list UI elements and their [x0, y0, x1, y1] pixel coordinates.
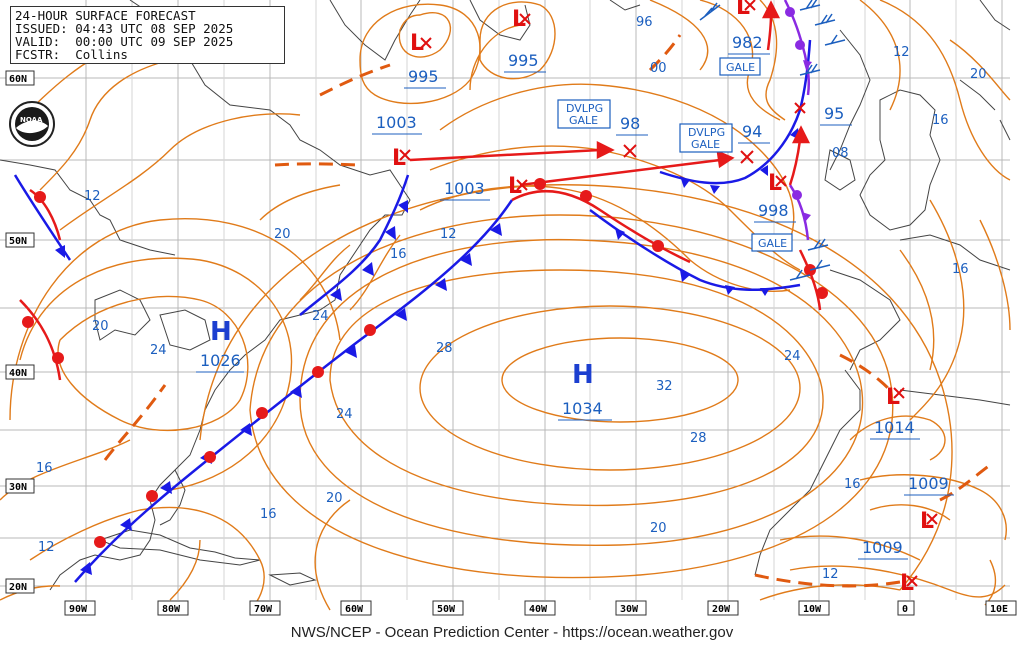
svg-text:24: 24 — [784, 349, 801, 364]
svg-text:20W: 20W — [712, 604, 731, 615]
svg-text:L: L — [900, 571, 914, 596]
svg-text:90W: 90W — [69, 604, 88, 615]
svg-text:0: 0 — [902, 604, 908, 615]
svg-text:28: 28 — [690, 431, 707, 446]
svg-text:L: L — [920, 509, 934, 534]
low-pressure-1003b: 1003 — [444, 179, 485, 198]
warning-3-label: GALE — [726, 61, 755, 74]
noaa-logo-text: NOAA — [20, 116, 43, 124]
thickness-labels: 96 00 12 20 16 08 12 16 20 24 24 28 32 2… — [36, 15, 987, 582]
svg-text:20: 20 — [970, 67, 987, 82]
latitude-labels: 60N 50N 40N 30N 20N — [5, 70, 35, 594]
svg-text:30N: 30N — [9, 482, 27, 493]
svg-text:20N: 20N — [9, 582, 27, 593]
isobars — [0, 0, 1011, 611]
low-pressure-95: 95 — [824, 104, 844, 123]
svg-text:12: 12 — [38, 540, 55, 555]
forecast-title: 24-HOUR SURFACE FORECAST — [15, 8, 196, 23]
warning-4-label: GALE — [758, 237, 787, 250]
svg-text:12: 12 — [822, 567, 839, 582]
svg-text:96: 96 — [636, 15, 653, 30]
svg-text:L: L — [768, 171, 782, 196]
low-pressure-982: 982 — [732, 33, 763, 52]
forecast-header: 24-HOUR SURFACE FORECAST ISSUED: 04:43 U… — [10, 6, 285, 64]
svg-text:12: 12 — [440, 227, 457, 242]
svg-text:L: L — [410, 31, 424, 56]
low-pressure-995b: 995 — [508, 51, 539, 70]
low-pressure-1003a: 1003 — [376, 113, 417, 132]
svg-text:24: 24 — [312, 309, 329, 324]
low-pressure-998: 998 — [758, 201, 789, 220]
low-pressure-1009a: 1009 — [908, 474, 949, 493]
high-2-pressure: 1034 — [562, 399, 603, 418]
low-pressure-1009b: 1009 — [862, 538, 903, 557]
low-pressure-98: 98 — [620, 114, 640, 133]
longitude-labels: 90W 80W 70W 60W 50W 40W 30W 20W 10W 0 10… — [64, 600, 1017, 616]
low-centers — [399, 0, 938, 587]
svg-text:30W: 30W — [620, 604, 639, 615]
svg-text:16: 16 — [260, 507, 277, 522]
high-1-letter: H — [210, 317, 232, 347]
warning-2-line1: DVLPG — [688, 126, 725, 139]
svg-text:20: 20 — [326, 491, 343, 506]
warm-front — [19, 178, 828, 548]
footer-credit: NWS/NCEP - Ocean Prediction Center - htt… — [290, 624, 734, 641]
svg-text:80W: 80W — [162, 604, 181, 615]
svg-text:16: 16 — [952, 262, 969, 277]
svg-text:60W: 60W — [345, 604, 364, 615]
svg-text:L: L — [736, 0, 750, 20]
wind-barbs — [699, 0, 846, 281]
low-pressure-995a: 995 — [408, 67, 439, 86]
storm-tracks — [409, 0, 811, 187]
issued-time: ISSUED: 04:43 UTC 08 SEP 2025 — [15, 21, 234, 36]
svg-text:L: L — [512, 7, 526, 32]
svg-text:20: 20 — [274, 227, 291, 242]
svg-text:32: 32 — [656, 379, 673, 394]
svg-text:12: 12 — [893, 45, 910, 60]
svg-text:L: L — [392, 146, 406, 171]
svg-text:L: L — [508, 174, 522, 199]
svg-text:16: 16 — [844, 477, 861, 492]
svg-text:50N: 50N — [9, 236, 27, 247]
lat-lon-grid — [0, 0, 1010, 600]
low-letters: L L L L L L L L L — [392, 0, 934, 596]
svg-text:08: 08 — [832, 146, 849, 161]
coastlines — [0, 0, 1011, 591]
pressure-labels: 1026 1034 995 995 982 1003 1003 98 94 95… — [196, 33, 954, 560]
svg-text:20: 20 — [650, 521, 667, 536]
svg-text:00: 00 — [650, 61, 667, 76]
high-2-letter: H — [572, 360, 594, 390]
svg-text:28: 28 — [436, 341, 453, 356]
warning-boxes: DVLPG GALE DVLPG GALE GALE GALE — [557, 57, 793, 252]
svg-text:24: 24 — [150, 343, 167, 358]
low-pressure-1014: 1014 — [874, 418, 915, 437]
svg-text:16: 16 — [932, 113, 949, 128]
svg-text:24: 24 — [336, 407, 353, 422]
svg-text:60N: 60N — [9, 74, 27, 85]
warning-1-line1: DVLPG — [566, 102, 603, 115]
svg-text:16: 16 — [36, 461, 53, 476]
svg-text:40W: 40W — [529, 604, 548, 615]
svg-text:10E: 10E — [990, 604, 1008, 615]
warning-1-line2: GALE — [569, 114, 598, 127]
forecaster: FCSTR: Collins — [15, 47, 128, 62]
svg-text:20: 20 — [92, 319, 109, 334]
low-pressure-94: 94 — [742, 122, 762, 141]
noaa-logo: NOAA — [9, 101, 55, 147]
svg-text:L: L — [886, 385, 900, 410]
svg-text:16: 16 — [390, 247, 407, 262]
svg-text:70W: 70W — [254, 604, 273, 615]
warning-2-line2: GALE — [691, 138, 720, 151]
troughs — [103, 34, 991, 588]
svg-text:50W: 50W — [437, 604, 456, 615]
high-1-pressure: 1026 — [200, 351, 241, 370]
occluded-front — [783, 0, 812, 241]
svg-text:12: 12 — [84, 189, 101, 204]
valid-time: VALID: 00:00 UTC 09 SEP 2025 — [15, 34, 234, 49]
svg-text:40N: 40N — [9, 368, 27, 379]
svg-text:10W: 10W — [803, 604, 822, 615]
